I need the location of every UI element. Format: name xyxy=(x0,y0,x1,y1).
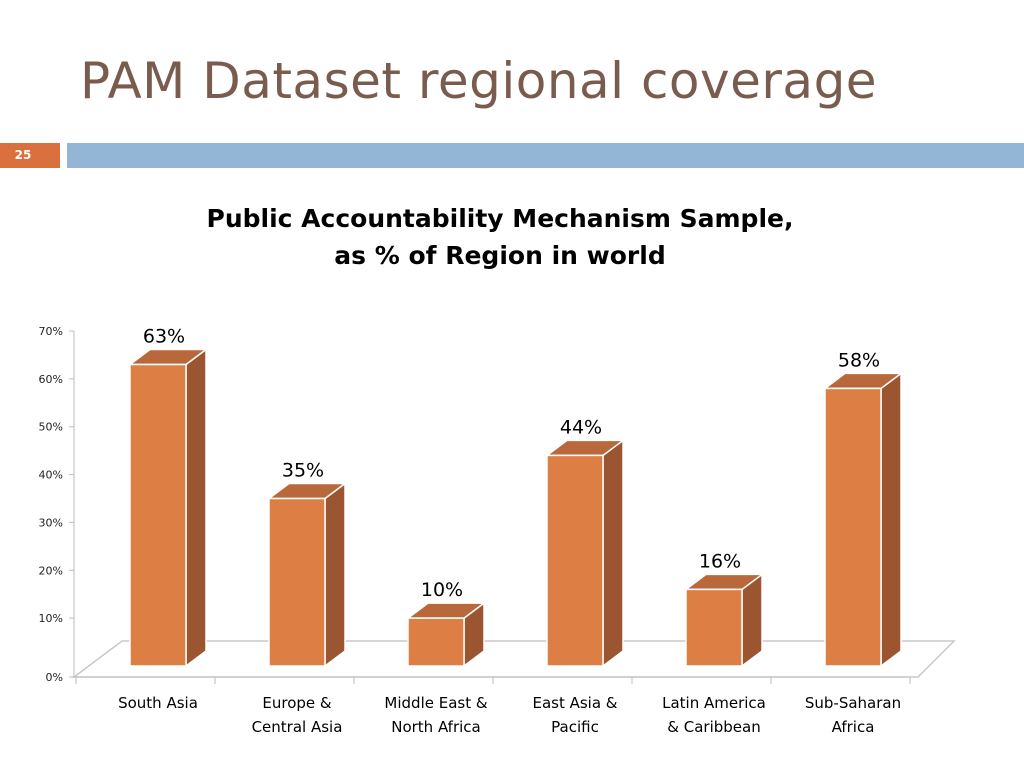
x-category-label: Central Asia xyxy=(252,718,343,736)
bar xyxy=(268,497,326,667)
bar-side xyxy=(741,572,763,668)
x-category-label: Middle East & xyxy=(384,694,487,712)
x-category-label: & Caribbean xyxy=(667,718,760,736)
x-category-label: Sub-Saharan xyxy=(805,694,901,712)
data-label: 63% xyxy=(143,326,185,348)
slide-number: 25 xyxy=(14,148,32,162)
bar-side xyxy=(602,438,624,668)
y-tick-label: 60% xyxy=(39,373,63,386)
x-category-label: North Africa xyxy=(391,718,481,736)
bar xyxy=(685,588,743,667)
x-category-label: Africa xyxy=(832,718,875,736)
bar-side xyxy=(185,348,207,668)
chart-title: Public Accountability Mechanism Sample, … xyxy=(150,200,850,274)
bar-side xyxy=(880,371,902,668)
slide-header-bar xyxy=(67,143,1024,168)
y-tick-label: 70% xyxy=(39,325,63,338)
slide-number-box: 25 xyxy=(0,143,60,168)
chart-title-line-2: as % of Region in world xyxy=(334,241,666,270)
bar xyxy=(546,454,604,667)
x-category-label: Europe & xyxy=(262,694,332,712)
data-label: 16% xyxy=(699,550,741,572)
data-label: 35% xyxy=(282,460,324,482)
bar xyxy=(824,387,882,667)
y-tick-label: 30% xyxy=(39,516,63,529)
y-tick-label: 50% xyxy=(39,421,63,434)
slide-title: PAM Dataset regional coverage xyxy=(80,52,878,110)
x-category-label: South Asia xyxy=(118,694,198,712)
chart-title-line-1: Public Accountability Mechanism Sample, xyxy=(206,204,794,233)
bar xyxy=(407,617,465,667)
bar xyxy=(129,363,187,667)
y-tick-label: 0% xyxy=(46,671,63,684)
y-tick-label: 10% xyxy=(39,612,63,625)
x-category-label: Latin America xyxy=(662,694,766,712)
x-category-label: Pacific xyxy=(551,718,599,736)
data-label: 10% xyxy=(421,579,463,601)
data-label: 58% xyxy=(838,349,880,371)
y-tick-label: 20% xyxy=(39,564,63,577)
x-category-label: East Asia & xyxy=(532,694,617,712)
y-tick-label: 40% xyxy=(39,469,63,482)
data-label: 44% xyxy=(560,416,602,438)
bar-side xyxy=(324,482,346,668)
